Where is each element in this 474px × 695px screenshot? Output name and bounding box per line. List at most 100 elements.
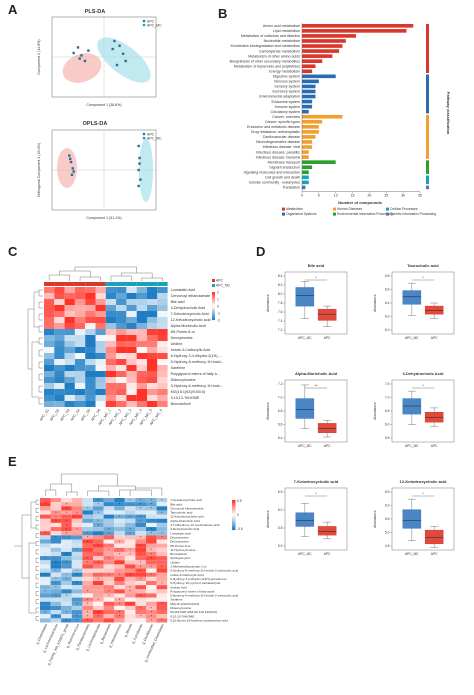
heatmap-e-cell bbox=[61, 551, 72, 557]
heatmap-c-cell bbox=[147, 299, 158, 305]
heatmap-e-sig-mark: * bbox=[140, 569, 142, 573]
heatmap-e-cell bbox=[93, 543, 104, 548]
heatmap-e-sig-mark: * bbox=[119, 615, 121, 619]
heatmap-e-sig-mark: * bbox=[87, 590, 89, 594]
heatmap-e-cell bbox=[114, 568, 125, 573]
heatmap-e-cell bbox=[124, 535, 136, 540]
hc-legend-apcmc: APC_MC bbox=[216, 284, 231, 288]
heatmap-e-cell bbox=[103, 585, 115, 590]
heatmap-c-cell bbox=[147, 365, 158, 371]
boxplot-group-label: APC_MC bbox=[298, 336, 312, 340]
heatmap-e-cell bbox=[40, 510, 51, 515]
heatmap-e-cell bbox=[50, 522, 62, 528]
pathway-bar bbox=[302, 155, 309, 159]
heatmap-c-cell bbox=[105, 395, 117, 401]
boxplot-ytick-label: 6.2 bbox=[385, 315, 390, 319]
heatmap-e-row-label: Cervonoyl ethanolamide bbox=[170, 506, 204, 510]
heatmap-e-sig-mark: * bbox=[66, 523, 68, 527]
boxplot-group-label: APC bbox=[431, 552, 438, 556]
heatmap-e-sig-mark: * bbox=[76, 527, 78, 531]
heatmap-c-cell bbox=[44, 317, 55, 323]
heatmap-e-cell bbox=[135, 597, 146, 602]
heatmap-e-cell bbox=[82, 576, 93, 581]
heatmap-c-cell bbox=[54, 329, 65, 335]
heatmap-e-cell bbox=[146, 560, 157, 565]
heatmap-c-cell bbox=[147, 353, 158, 359]
heatmap-e-sig-mark: * bbox=[87, 561, 89, 565]
heatmap-c-cell bbox=[136, 365, 147, 371]
oplsda-apcmc-point bbox=[137, 168, 140, 172]
heatmap-c-cell bbox=[126, 323, 137, 329]
heatmap-e-cell bbox=[71, 551, 83, 557]
pathway-legend-label: Genetic Information Processing bbox=[390, 212, 436, 216]
heatmap-e-cell bbox=[40, 547, 51, 552]
pathway-category-label: Cardiovascular disease bbox=[263, 135, 300, 139]
heatmap-e-cell bbox=[135, 614, 146, 619]
heatmap-e-cell bbox=[135, 576, 146, 581]
heatmap-e-cell bbox=[82, 510, 93, 515]
heatmap-e-cell bbox=[61, 589, 72, 594]
pathway-bar bbox=[302, 79, 319, 84]
boxplot-ylabel: Abundance bbox=[373, 402, 377, 420]
heatmap-e-cell bbox=[50, 551, 62, 557]
heatmap-c-dendrogram bbox=[27, 266, 163, 405]
boxplot-group-label: APC_MC bbox=[405, 336, 419, 340]
heatmap-e-sig-mark: * bbox=[151, 615, 153, 619]
heatmap-e-cell bbox=[40, 585, 51, 590]
heatmap-e-row-label: 5-Hydroxy-6-methoxy-1H-indole-2-carboxyl… bbox=[170, 594, 238, 598]
pathway-category-label: Cellular community - eukaryotes bbox=[249, 181, 301, 185]
heatmap-c-cell bbox=[105, 389, 117, 395]
heatmap-c-cell bbox=[116, 311, 127, 317]
pathway-category-label: Circulatory system bbox=[270, 110, 300, 114]
boxplot-frame bbox=[284, 271, 348, 335]
heatmap-c-cell bbox=[85, 305, 96, 311]
heatmap-c-cell bbox=[157, 353, 168, 359]
oplsda-apcmc-point bbox=[137, 144, 140, 148]
plsda-legend-apcmc: APC_MC bbox=[147, 24, 162, 28]
heatmap-c-cell bbox=[85, 395, 96, 401]
heatmap-e-sig-mark: * bbox=[98, 577, 100, 581]
heatmap-c-cell bbox=[44, 383, 55, 389]
heatmap-e-cell bbox=[146, 572, 157, 577]
heatmap-c-cell bbox=[54, 347, 65, 353]
panel-label-e: E bbox=[8, 454, 17, 469]
heatmap-e-cell bbox=[103, 498, 115, 503]
pathway-group-strip bbox=[426, 160, 429, 174]
heatmap-c-group-bar bbox=[64, 282, 75, 286]
heatmap-c-cell bbox=[64, 389, 75, 395]
heatmap-e-sig-mark: * bbox=[66, 552, 68, 556]
heatmap-e-row-label: 3,7-Dihydroxy-12-oxocholanoic acid bbox=[170, 523, 219, 527]
heatmap-e-cell bbox=[50, 601, 62, 606]
heatmap-e-cell bbox=[146, 576, 157, 581]
heatmap-e-cell bbox=[103, 514, 115, 519]
heatmap-e-cell bbox=[135, 514, 146, 519]
heatmap-e-cell bbox=[103, 589, 115, 594]
pathway-bar bbox=[302, 24, 414, 28]
heatmap-e-cell bbox=[135, 547, 146, 552]
heatmap-e-cell bbox=[93, 514, 104, 519]
heatmap-e-cell bbox=[124, 610, 136, 615]
heatmap-c-cell bbox=[85, 401, 96, 407]
heatmap-e-cell bbox=[146, 502, 157, 507]
heatmap-c-cell bbox=[157, 287, 168, 293]
heatmap-c-scale-tick: 2 bbox=[217, 291, 219, 295]
heatmap-e-cell bbox=[124, 502, 136, 507]
boxplot-ytick-label: 4.5 bbox=[385, 544, 390, 548]
heatmap-c-cell bbox=[126, 305, 137, 311]
heatmap-c-scale-step bbox=[212, 312, 215, 314]
heatmap-e-scale-step bbox=[232, 520, 236, 522]
heatmap-c-cell bbox=[136, 329, 147, 335]
heatmap-c-cell bbox=[44, 287, 55, 293]
heatmap-e-cell bbox=[124, 601, 136, 606]
boxplot-sig-mark: * bbox=[422, 383, 424, 388]
heatmap-e-cell bbox=[71, 506, 83, 511]
heatmap-e-cell bbox=[114, 531, 125, 536]
pathway-bar bbox=[302, 140, 313, 144]
heatmap-e-cell bbox=[103, 556, 115, 561]
heatmap-e-cell bbox=[114, 510, 125, 515]
heatmap-c-row-label: Uridine bbox=[171, 342, 183, 346]
heatmap-e-cell bbox=[135, 585, 146, 590]
plsda-legend-apcmc-marker bbox=[142, 23, 146, 27]
heatmap-c-cell bbox=[105, 299, 117, 305]
